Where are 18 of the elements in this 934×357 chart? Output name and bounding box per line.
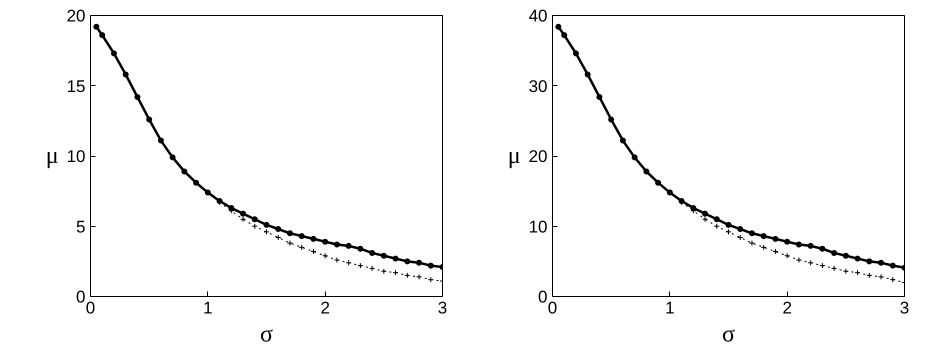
x-tick-label: 1 (665, 298, 675, 318)
y-tick-label: 20 (66, 6, 86, 26)
y-axis-title: μ (46, 143, 59, 169)
x-tick-label: 1 (203, 298, 213, 318)
x-tick-label: 2 (782, 298, 792, 318)
x-tick-label: 3 (900, 298, 910, 318)
y-tick-label: 10 (66, 147, 86, 166)
x-axis-title: σ (722, 322, 736, 348)
y-tick-label: 15 (66, 76, 86, 96)
y-tick-label: 5 (76, 217, 86, 236)
y-tick-label: 10 (528, 217, 548, 236)
y-tick-label: 30 (528, 76, 548, 96)
y-tick-label: 40 (528, 6, 548, 26)
y-axis-title: μ (508, 143, 521, 169)
x-tick-label: 2 (320, 298, 330, 318)
y-tick-label: 20 (528, 147, 548, 166)
x-axis-title: σ (260, 322, 274, 348)
x-tick-label: 3 (438, 298, 448, 318)
